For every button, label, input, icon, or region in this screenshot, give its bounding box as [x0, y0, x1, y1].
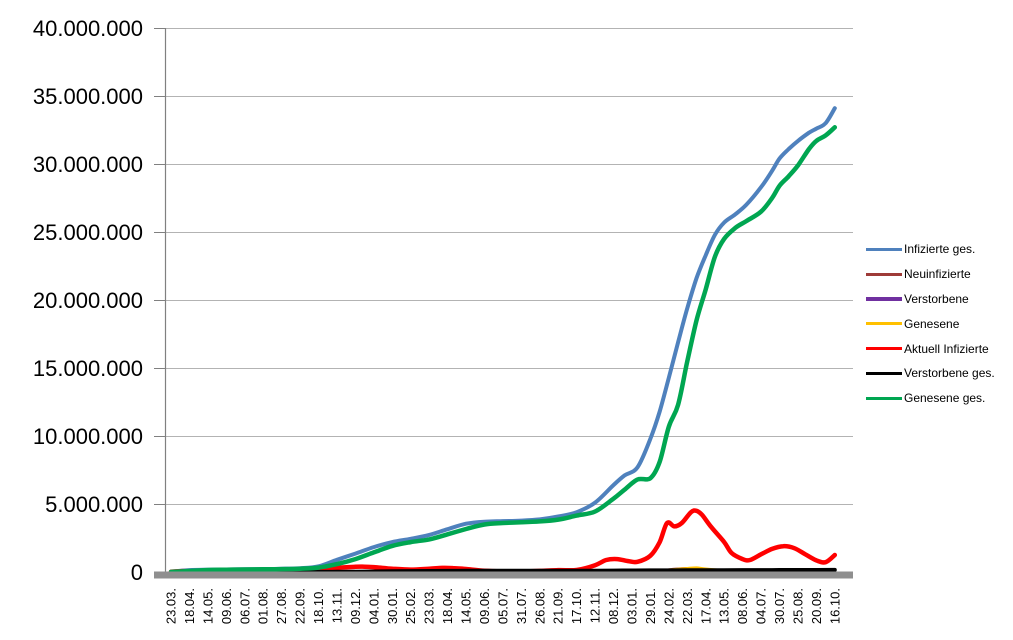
legend-label-neuinfizierte: Neuinfizierte: [904, 267, 971, 282]
x-axis-label: 18.04.: [182, 588, 197, 624]
legend-item-infizierte-ges: Infizierte ges.: [866, 237, 995, 262]
x-axis-label: 04.07.: [754, 588, 769, 624]
x-axis-label: 22.09.: [293, 588, 308, 624]
x-axis-label: 12.11.: [588, 588, 603, 623]
legend-line-swatch-neuinfizierte: [866, 272, 902, 276]
x-axis-label: 09.06.: [477, 588, 492, 624]
chart-legend: Infizierte ges. Neuinfizierte Verstorbene G…: [866, 237, 995, 411]
x-axis-label: 17.10.: [569, 588, 584, 624]
x-axis-label: 23.03.: [422, 588, 437, 624]
legend-line-swatch-genesene: [866, 322, 902, 326]
series-line-genesene-ges: [168, 125, 838, 575]
x-axis-label: 01.08.: [256, 588, 271, 624]
x-axis-label: 06.07.: [237, 588, 252, 624]
x-axis-label: 20.09.: [809, 588, 824, 624]
y-axis-label: 30.000.000: [33, 152, 143, 177]
legend-label-aktuell-infizierte: Aktuell Infizierte: [904, 341, 989, 356]
legend-line-swatch-verstorbene: [866, 297, 902, 301]
x-axis-label: 08.06.: [735, 588, 750, 624]
x-axis-label: 21.09.: [551, 588, 566, 624]
x-axis-label: 13.11.: [330, 588, 345, 623]
y-axis-label: 25.000.000: [33, 220, 143, 245]
y-axis-label: 40.000.000: [33, 16, 143, 41]
legend-line-swatch-infizierte-ges: [866, 247, 902, 251]
x-axis-label: 31.07.: [514, 588, 529, 624]
y-axis-label: 10.000.000: [33, 424, 143, 449]
x-axis-label: 25.02.: [403, 588, 418, 624]
x-axis-label: 29.01.: [643, 588, 658, 624]
x-axis-label: 16.10.: [827, 588, 842, 624]
x-axis-bar: [154, 571, 853, 579]
y-axis-label: 20.000.000: [33, 288, 143, 313]
x-axis-label: 30.07.: [772, 588, 787, 624]
legend-label-genesene-ges: Genesene ges.: [904, 391, 986, 406]
x-axis-label: 24.02.: [661, 588, 676, 624]
x-axis-label: 30.01.: [385, 588, 400, 624]
x-axis-label: 08.12.: [606, 588, 621, 624]
y-axis-label: 15.000.000: [33, 356, 143, 381]
x-axis-label: 09.06.: [219, 588, 234, 624]
legend-label-genesene: Genesene: [904, 316, 960, 331]
legend-line-swatch-verstorbene-ges: [866, 371, 902, 375]
legend-line-swatch-genesene-ges: [866, 396, 902, 400]
series-line-infizierte-ges: [169, 106, 837, 574]
x-axis-label: 25.08.: [791, 588, 806, 624]
x-axis-label: 18.10.: [311, 588, 326, 624]
legend-label-infizierte-ges: Infizierte ges.: [904, 242, 976, 257]
legend-item-genesene: Genesene: [866, 311, 995, 336]
x-axis-label: 14.05.: [459, 588, 474, 624]
x-axis-label: 27.08.: [274, 588, 289, 624]
legend-label-verstorbene: Verstorbene: [904, 291, 969, 306]
x-axis-label: 23.03.: [164, 588, 179, 624]
legend-item-verstorbene-ges: Verstorbene ges.: [866, 361, 995, 386]
x-axis-label: 03.01.: [625, 588, 640, 624]
legend-item-neuinfizierte: Neuinfizierte: [866, 262, 995, 287]
x-axis-label: 09.12.: [348, 588, 363, 624]
y-axis-label: 35.000.000: [33, 84, 143, 109]
x-axis-label: 18.04.: [440, 588, 455, 624]
x-axis-label: 05.07.: [495, 588, 510, 624]
y-axis-label: 0: [131, 560, 143, 585]
legend-item-aktuell-infizierte: Aktuell Infizierte: [866, 336, 995, 361]
x-axis-label: 26.08.: [532, 588, 547, 624]
x-axis-label: 04.01.: [366, 588, 381, 624]
y-axis-label: 5.000.000: [45, 492, 143, 517]
x-axis-label: 22.03.: [680, 588, 695, 624]
legend-label-verstorbene-ges: Verstorbene ges.: [904, 366, 995, 381]
legend-item-genesene-ges: Genesene ges.: [866, 386, 995, 411]
legend-line-swatch-aktuell-infizierte: [866, 346, 902, 351]
x-axis-label: 13.05.: [717, 588, 732, 624]
x-axis-label: 17.04.: [698, 588, 713, 624]
x-axis-label: 14.05.: [200, 588, 215, 624]
legend-item-verstorbene: Verstorbene: [866, 287, 995, 312]
